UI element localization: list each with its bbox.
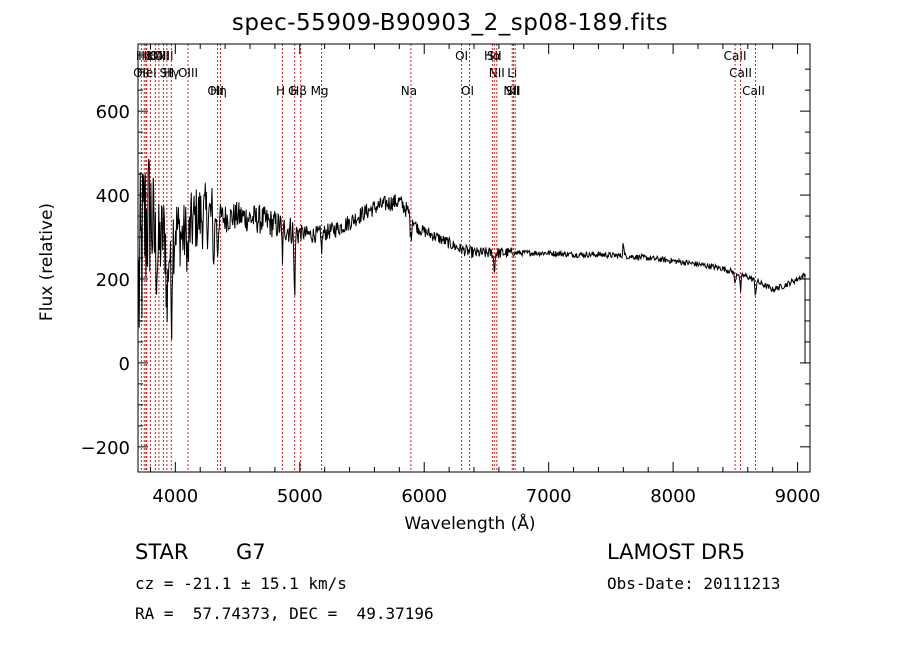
coordinates: RA = 57.74373, DEC = 49.37196 bbox=[135, 604, 434, 623]
line-marker-label: SII bbox=[160, 66, 175, 80]
x-tick-label: 8000 bbox=[650, 486, 696, 507]
line-marker-label: NII bbox=[503, 84, 519, 98]
survey-name: LAMOST DR5 bbox=[607, 540, 746, 564]
line-marker-label: SII bbox=[506, 84, 521, 98]
x-tick-label: 9000 bbox=[775, 486, 821, 507]
x-tick-label: 4000 bbox=[152, 486, 198, 507]
line-marker-label: Hδ bbox=[147, 49, 163, 63]
line-marker-label: SII bbox=[487, 49, 502, 63]
y-tick-label: 0 bbox=[119, 354, 130, 375]
line-marker-label: CaII bbox=[742, 84, 765, 98]
line-marker-label: NII bbox=[489, 66, 505, 80]
line-marker-label: OI bbox=[461, 84, 474, 98]
line-marker-label: Hγ bbox=[163, 66, 179, 80]
line-marker-label: Hη bbox=[210, 84, 227, 98]
plot-frame bbox=[137, 43, 811, 473]
chart-title: spec-55909-B90903_2_sp08-189.fits bbox=[231, 10, 669, 36]
line-marker-label: Hε bbox=[138, 49, 154, 63]
object-class: STAR bbox=[135, 540, 189, 564]
x-tick-label: 7000 bbox=[526, 486, 572, 507]
line-marker-label: OII bbox=[207, 84, 224, 98]
line-marker-label: Mg bbox=[311, 84, 329, 98]
line-marker-label: HeI bbox=[137, 66, 157, 80]
redshift-readout: cz = -21.1 ± 15.1 km/s bbox=[135, 574, 347, 593]
x-axis-ticks: 4000 5000 6000 7000 8000 9000 bbox=[149, 44, 821, 507]
line-marker-label: OI bbox=[455, 49, 468, 63]
line-marker-label: OII bbox=[133, 66, 150, 80]
x-tick-label: 6000 bbox=[401, 486, 447, 507]
line-marker-label: G bbox=[288, 84, 297, 98]
line-marker-label: K bbox=[147, 49, 156, 63]
y-tick-label: 200 bbox=[96, 270, 130, 291]
y-axis-label: Flux (relative) bbox=[37, 203, 57, 321]
x-tick-label: 5000 bbox=[277, 486, 323, 507]
y-axis-ticks: −200 0 200 400 600 bbox=[81, 68, 810, 459]
line-marker-label: Hβ bbox=[290, 84, 307, 98]
y-tick-label: −200 bbox=[81, 438, 130, 459]
line-marker-label: Li bbox=[507, 66, 517, 80]
line-marker-label: H8 bbox=[136, 49, 153, 63]
line-marker-label: CaII bbox=[729, 66, 752, 80]
y-tick-label: 400 bbox=[96, 186, 130, 207]
line-marker-label: H bbox=[276, 84, 285, 98]
line-marker-label: OIII bbox=[178, 66, 198, 80]
obs-date: Obs-Date: 20111213 bbox=[607, 574, 781, 593]
line-marker-label: OIII bbox=[153, 49, 173, 63]
line-marker-label: CaII bbox=[724, 49, 747, 63]
y-tick-label: 600 bbox=[96, 102, 130, 123]
object-subclass: G7 bbox=[236, 540, 266, 564]
line-marker-label: Na bbox=[401, 84, 417, 98]
x-axis-label: Wavelength (Å) bbox=[404, 512, 535, 534]
spectrum-line bbox=[138, 158, 806, 363]
